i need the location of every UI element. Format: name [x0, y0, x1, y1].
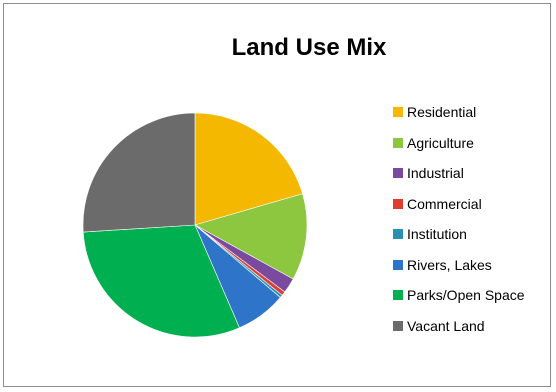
chart-legend: Residential Agriculture Industrial Commerci…	[393, 97, 525, 341]
legend-item-rivers-lakes: Rivers, Lakes	[393, 250, 525, 281]
legend-swatch-commercial	[393, 198, 403, 209]
legend-label-industrial: Industrial	[407, 165, 464, 182]
legend-item-institution: Institution	[393, 219, 525, 250]
legend-item-residential: Residential	[393, 97, 525, 128]
legend-label-agriculture: Agriculture	[407, 134, 474, 151]
legend-swatch-institution	[393, 229, 403, 240]
legend-item-agriculture: Agriculture	[393, 128, 525, 159]
legend-item-commercial: Commercial	[393, 189, 525, 220]
legend-label-commercial: Commercial	[407, 195, 482, 212]
legend-swatch-residential	[393, 107, 403, 118]
legend-swatch-agriculture	[393, 137, 403, 148]
legend-item-parks-open-space: Parks/Open Space	[393, 280, 525, 311]
legend-label-parks-open-space: Parks/Open Space	[407, 287, 525, 304]
chart-title: Land Use Mix	[231, 34, 387, 61]
legend-swatch-rivers-lakes	[393, 259, 403, 270]
pie-slice-parks-open-space	[82, 224, 240, 338]
legend-label-vacant-land: Vacant Land	[407, 317, 485, 334]
pie-slice-vacant-land	[82, 112, 196, 233]
legend-swatch-vacant-land	[393, 320, 403, 331]
legend-label-institution: Institution	[407, 226, 467, 243]
legend-swatch-parks-open-space	[393, 290, 403, 301]
pie-slice-agriculture	[194, 193, 308, 280]
legend-label-residential: Residential	[407, 104, 477, 121]
legend-item-vacant-land: Vacant Land	[393, 311, 525, 342]
legend-swatch-industrial	[393, 168, 403, 179]
legend-item-industrial: Industrial	[393, 158, 525, 189]
legend-label-rivers-lakes: Rivers, Lakes	[407, 256, 492, 273]
pie-slice-residential	[194, 112, 303, 226]
